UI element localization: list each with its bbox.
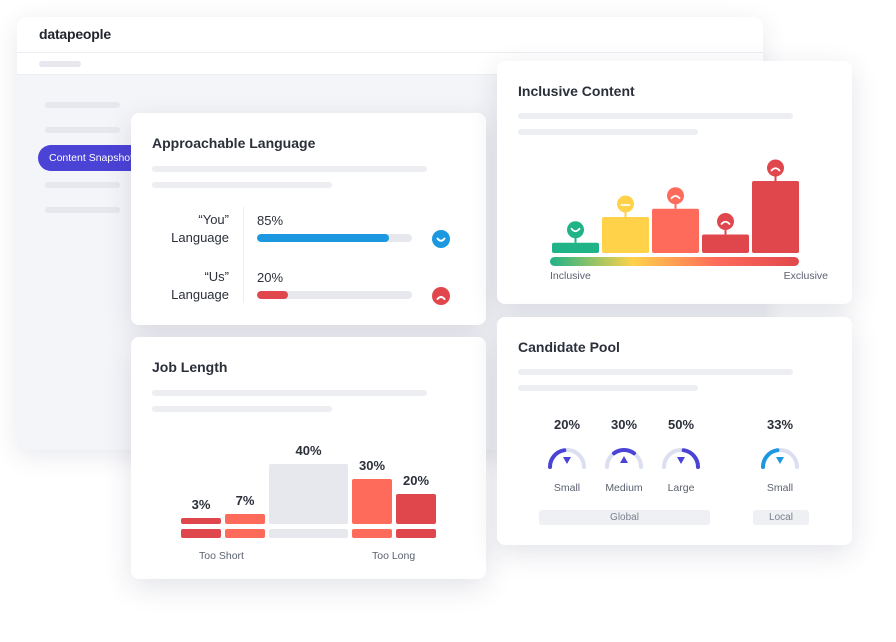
global-tag: Global — [539, 510, 710, 525]
gauge-label: Large — [667, 482, 695, 494]
happy-face-icon — [432, 230, 450, 248]
us-language-pct: 20% — [257, 270, 284, 285]
gauge-icon — [548, 448, 586, 469]
job-length-chart: 3% 7% 40% 30% 20% — [131, 337, 486, 579]
sidebar-placeholder — [45, 182, 120, 188]
inclusive-content-card: Inclusive Content Inclusive Exclusive — [497, 61, 852, 304]
gauge-percent: 20% — [553, 417, 581, 432]
inclusive-axis-label: Inclusive — [550, 270, 591, 282]
job-length-value-label: 30% — [358, 458, 386, 473]
you-language-bar — [257, 234, 412, 242]
inclusive-chart — [550, 159, 799, 266]
job-length-base-segment — [269, 529, 348, 538]
placeholder-line — [152, 406, 332, 412]
gauge-icon — [761, 448, 799, 469]
happy-face-icon — [567, 221, 584, 239]
divider — [243, 207, 244, 303]
candidate-pool-card: Candidate Pool 20% Small 30% Medium 50% Large… — [497, 317, 852, 545]
us-language-bar-fill — [257, 291, 288, 299]
too-long-label: Too Long — [372, 550, 416, 562]
inclusive-bar — [602, 217, 649, 253]
placeholder-line — [152, 166, 427, 172]
job-length-base-segment — [352, 529, 392, 538]
gauge-percent: 30% — [610, 417, 638, 432]
inclusive-bar — [752, 181, 799, 253]
placeholder-line — [518, 385, 698, 391]
job-length-base-segment — [225, 529, 265, 538]
gauge-group: 20% Small 30% Medium 50% Large 33% Small — [497, 317, 852, 545]
job-length-value-label: 40% — [295, 443, 322, 458]
card-title: Approachable Language — [152, 135, 316, 151]
gauge-label: Medium — [605, 482, 643, 494]
inclusive-bar — [652, 208, 699, 253]
sidebar-placeholder — [45, 102, 120, 108]
very-sad-face-icon — [767, 159, 784, 177]
sidebar-placeholder — [45, 207, 120, 213]
job-length-value-label: 3% — [191, 497, 211, 512]
job-length-value-label: 20% — [402, 473, 430, 488]
job-length-bar — [396, 494, 436, 524]
gauge-label: Small — [766, 482, 794, 494]
job-length-card: Job Length 3% 7% 40% 30% 20% Too Short Too L… — [131, 337, 486, 579]
you-language-label: “You” Language — [171, 212, 229, 245]
inclusive-gradient-axis — [550, 257, 799, 266]
sidebar-placeholder — [45, 127, 120, 133]
job-length-bar — [269, 464, 348, 524]
gauge-percent: 50% — [667, 417, 695, 432]
card-title: Job Length — [152, 359, 228, 375]
sad-face-icon — [667, 187, 684, 205]
sad-face-icon — [432, 287, 450, 305]
card-title: Candidate Pool — [518, 339, 620, 355]
app-header: datapeople — [17, 17, 763, 53]
sad-face-icon — [717, 212, 734, 230]
us-language-label: “Us” Language — [171, 269, 229, 302]
placeholder-line — [518, 129, 698, 135]
placeholder-line — [518, 113, 793, 119]
gauge-label: Small — [553, 482, 581, 494]
you-language-bar-fill — [257, 234, 389, 242]
placeholder-line — [152, 390, 427, 396]
local-tag: Local — [753, 510, 809, 525]
placeholder-line — [518, 369, 793, 375]
approachable-language-card: Approachable Language “You” Language 85%… — [131, 113, 486, 325]
job-length-bar — [225, 513, 265, 524]
too-short-label: Too Short — [199, 550, 244, 562]
job-length-bar — [181, 518, 221, 524]
us-language-bar — [257, 291, 412, 299]
job-length-bar — [352, 479, 392, 524]
gauge-percent: 33% — [766, 417, 794, 432]
you-language-pct: 85% — [257, 213, 284, 228]
job-length-base-segment — [396, 529, 436, 538]
gauge-icon — [605, 448, 643, 469]
datapeople-logo[interactable]: datapeople — [39, 26, 111, 42]
inclusive-bar — [702, 234, 749, 253]
breadcrumb-placeholder — [39, 61, 81, 67]
inclusive-bar — [552, 242, 599, 253]
placeholder-line — [152, 182, 332, 188]
job-length-base-segment — [181, 529, 221, 538]
gauge-icon — [662, 448, 700, 469]
exclusive-axis-label: Exclusive — [783, 270, 828, 282]
neutral-face-icon — [617, 195, 634, 213]
card-title: Inclusive Content — [518, 83, 635, 99]
job-length-value-label: 7% — [235, 492, 255, 508]
